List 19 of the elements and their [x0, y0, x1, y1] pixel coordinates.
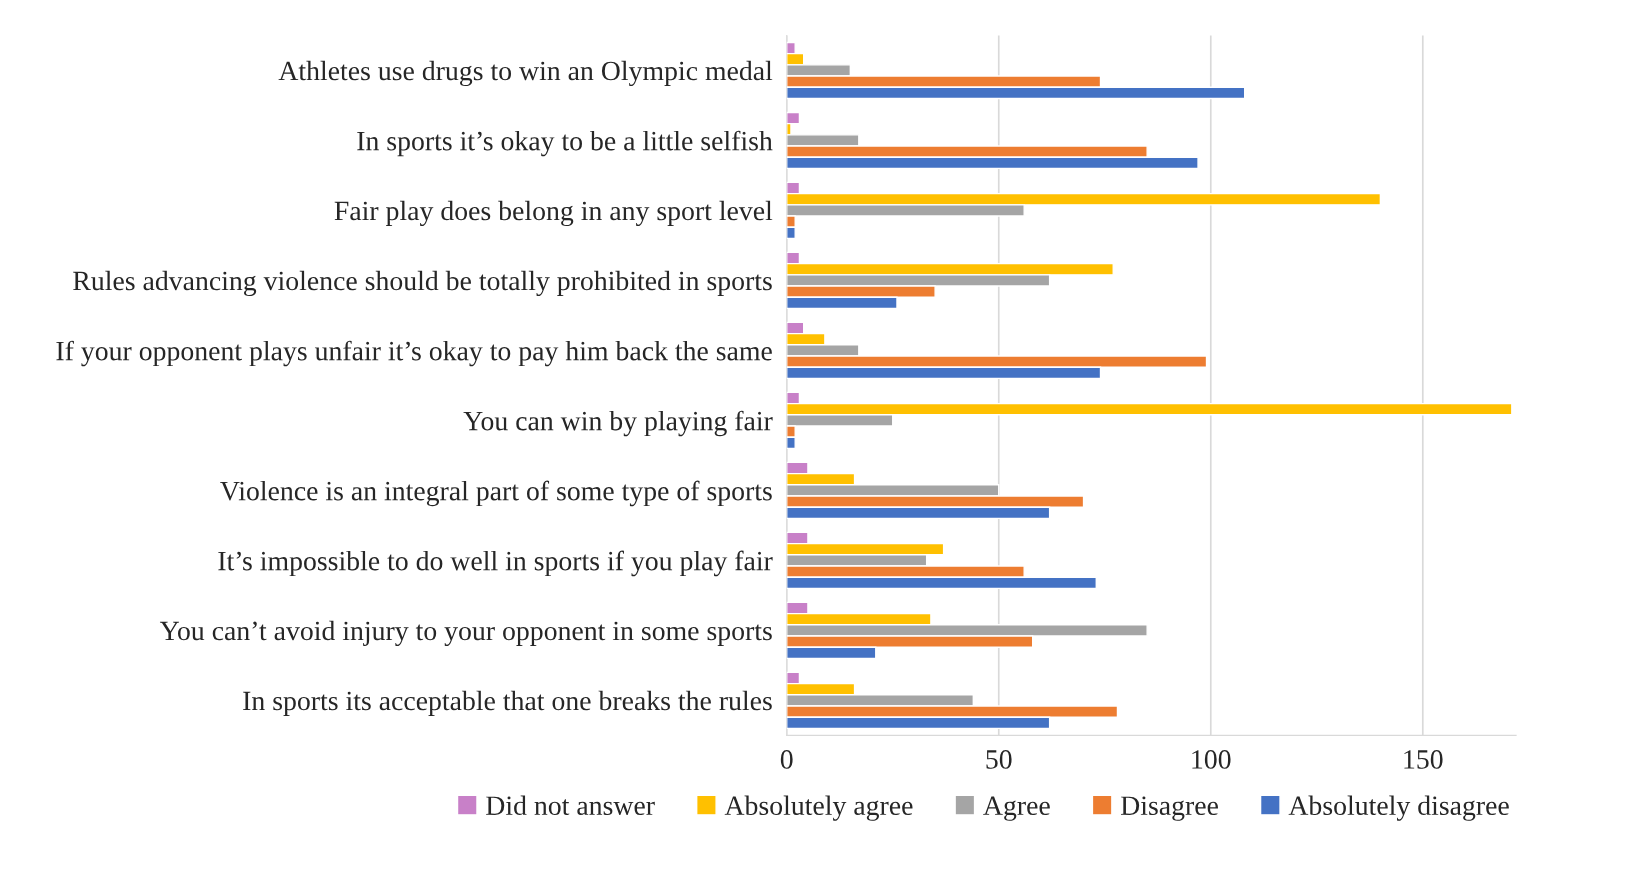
- legend-label: Disagree: [1121, 796, 1218, 821]
- legend-label: Absolutely disagree: [1288, 795, 1509, 821]
- y-tick-label: Athletes use drugs to win an Olympic medal: [278, 60, 773, 87]
- y-tick-label: Fair play does belong in any sport level: [334, 200, 773, 227]
- y-tick-label: You can’t avoid injury to your opponent in some sports: [159, 620, 772, 647]
- y-tick-label: It’s impossible to do well in sports if you play fair: [218, 550, 773, 577]
- y-tick-label: In sports it’s okay to be a little selfish: [357, 130, 773, 157]
- x-tick-label: 0: [780, 750, 793, 769]
- y-tick-label: Rules advancing violence should be totally prohibited in sports: [73, 270, 772, 297]
- y-tick-label: In sports its acceptable that one breaks the rules: [243, 690, 772, 716]
- x-tick-label: 50: [986, 750, 1012, 769]
- y-tick-label: Violence is an integral part of some type of sports: [220, 480, 772, 507]
- y-tick-label: If your opponent plays unfair it’s okay to pay him back the same: [56, 340, 772, 367]
- legend-label: Did not answer: [486, 795, 655, 816]
- x-tick-label: 150: [1404, 750, 1443, 769]
- legend-label: Agree: [983, 796, 1050, 821]
- legend-label: Absolutely agree: [724, 795, 913, 821]
- y-tick-label: You can win by playing fair: [463, 410, 773, 437]
- x-tick-label: 100: [1192, 750, 1231, 769]
